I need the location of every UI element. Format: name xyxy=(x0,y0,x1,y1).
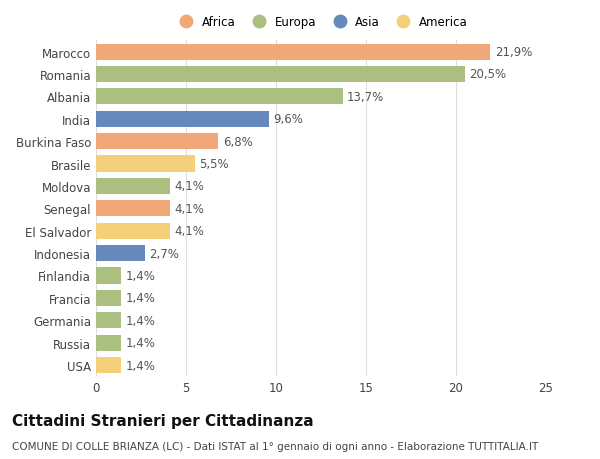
Bar xyxy=(96,134,218,150)
Bar xyxy=(96,67,465,83)
Text: 1,4%: 1,4% xyxy=(126,292,155,305)
Text: 1,4%: 1,4% xyxy=(126,269,155,282)
Legend: Africa, Europa, Asia, America: Africa, Europa, Asia, America xyxy=(175,16,467,29)
Text: 1,4%: 1,4% xyxy=(126,314,155,327)
Bar xyxy=(96,246,145,262)
Bar xyxy=(96,335,121,351)
Bar xyxy=(96,357,121,373)
Bar xyxy=(96,268,121,284)
Text: 1,4%: 1,4% xyxy=(126,336,155,349)
Text: 21,9%: 21,9% xyxy=(494,46,532,59)
Text: 5,5%: 5,5% xyxy=(199,158,229,171)
Text: 2,7%: 2,7% xyxy=(149,247,179,260)
Text: 20,5%: 20,5% xyxy=(470,68,506,81)
Text: COMUNE DI COLLE BRIANZA (LC) - Dati ISTAT al 1° gennaio di ogni anno - Elaborazi: COMUNE DI COLLE BRIANZA (LC) - Dati ISTA… xyxy=(12,441,538,451)
Text: 4,1%: 4,1% xyxy=(175,202,204,215)
Bar xyxy=(96,156,195,172)
Text: 13,7%: 13,7% xyxy=(347,91,385,104)
Bar xyxy=(96,179,170,195)
Bar xyxy=(96,45,490,61)
Text: 4,1%: 4,1% xyxy=(175,180,204,193)
Bar xyxy=(96,89,343,105)
Bar xyxy=(96,290,121,306)
Text: Cittadini Stranieri per Cittadinanza: Cittadini Stranieri per Cittadinanza xyxy=(12,413,314,428)
Bar xyxy=(96,112,269,128)
Text: 1,4%: 1,4% xyxy=(126,359,155,372)
Text: 4,1%: 4,1% xyxy=(175,225,204,238)
Bar xyxy=(96,201,170,217)
Text: 6,8%: 6,8% xyxy=(223,135,253,148)
Bar xyxy=(96,223,170,239)
Bar xyxy=(96,313,121,329)
Text: 9,6%: 9,6% xyxy=(273,113,303,126)
